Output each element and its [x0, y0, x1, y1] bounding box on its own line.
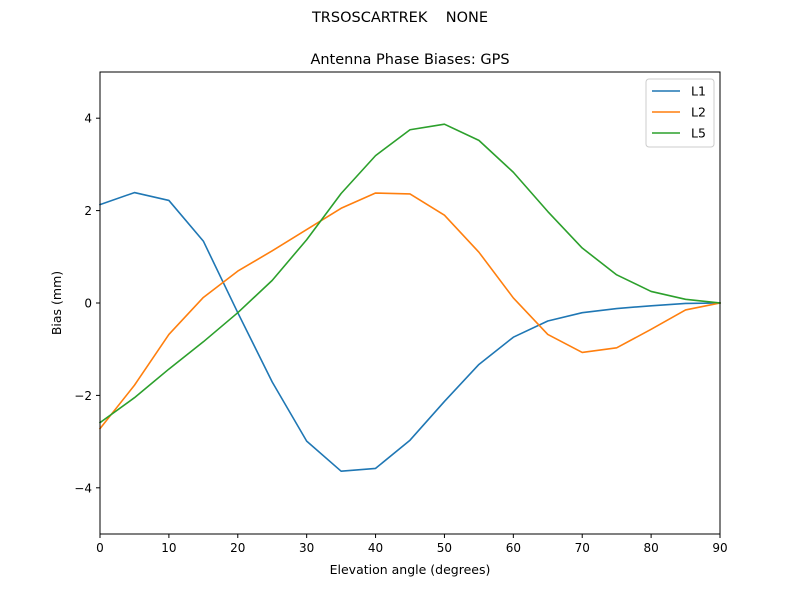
series-line-l1 — [98, 191, 721, 472]
x-tick-label: 30 — [299, 541, 314, 555]
legend-label: L5 — [691, 126, 706, 141]
x-tick-label: 40 — [368, 541, 383, 555]
y-tick-label: −2 — [74, 389, 92, 403]
series-line-l2 — [98, 192, 721, 430]
y-tick-label: 0 — [84, 297, 92, 311]
x-tick-label: 50 — [437, 541, 452, 555]
legend: L1 L2 L5 — [645, 78, 715, 148]
plot-frame — [99, 71, 721, 535]
x-tick-label: 80 — [643, 541, 658, 555]
x-tick-label: 0 — [96, 541, 104, 555]
y-axis: −4 −2 0 2 4 — [74, 112, 100, 495]
y-tick-label: −4 — [74, 481, 92, 495]
x-tick-label: 20 — [230, 541, 245, 555]
x-tick-label: 70 — [575, 541, 590, 555]
series-line-l5 — [98, 123, 721, 424]
chart-title: Antenna Phase Biases: GPS — [310, 52, 509, 68]
series-layer — [98, 123, 721, 472]
x-tick-label: 10 — [161, 541, 176, 555]
x-tick-label: 60 — [506, 541, 521, 555]
y-tick-label: 4 — [84, 112, 92, 126]
figure-suptitle: TRSOSCARTREK NONE — [311, 10, 489, 26]
x-axis-label: Elevation angle (degrees) — [330, 562, 491, 577]
y-tick-label: 2 — [84, 204, 92, 218]
x-axis: 0 10 20 30 40 50 60 70 80 90 — [96, 534, 728, 555]
y-axis-label: Bias (mm) — [49, 271, 64, 335]
legend-label: L1 — [691, 84, 706, 99]
x-tick-label: 90 — [712, 541, 727, 555]
legend-label: L2 — [691, 105, 706, 120]
legend-box — [645, 78, 715, 148]
